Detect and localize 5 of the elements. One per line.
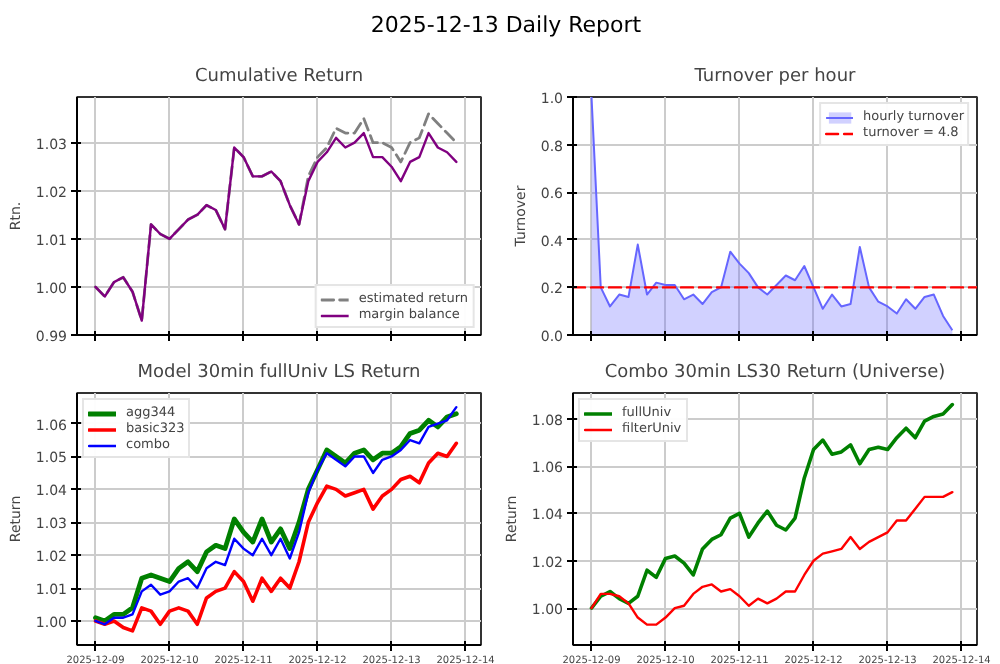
- chart-title: Cumulative Return: [194, 67, 364, 87]
- chart-title: Model 30min fullUniv LS Return: [137, 363, 421, 383]
- chart-title: Turnover per hour: [692, 67, 857, 87]
- chart-title: Combo 30min LS30 Return (Universe): [604, 363, 946, 383]
- text: 2025-12-13 Daily Report: [370, 10, 642, 42]
